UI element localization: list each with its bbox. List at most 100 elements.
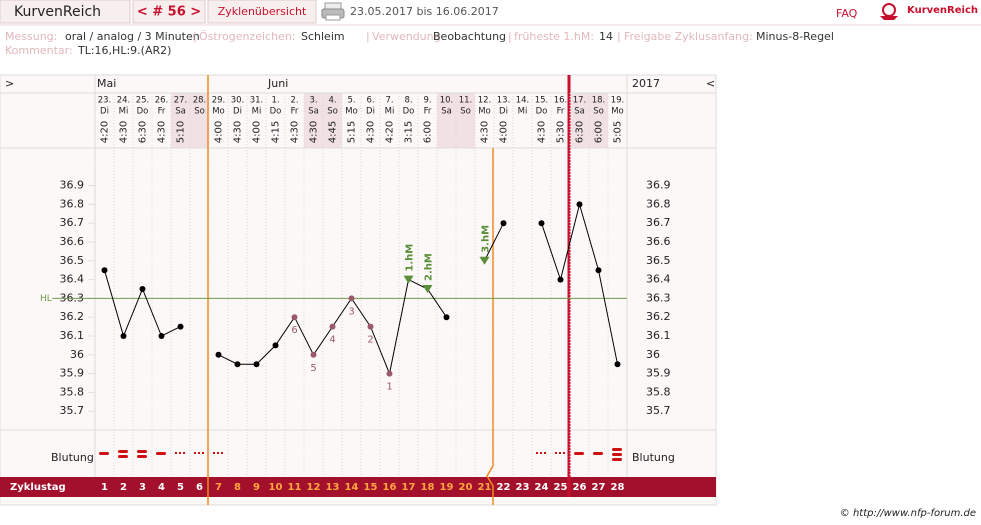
weekend-column <box>190 93 209 148</box>
overview-link[interactable]: Zyklenübersicht <box>218 5 307 18</box>
weekend-shading <box>171 93 608 148</box>
temperature-point <box>576 201 583 208</box>
temperature-point <box>348 295 355 302</box>
y-tick-label-right: 36.9 <box>646 179 671 192</box>
y-tick-label: 36.6 <box>60 235 85 248</box>
time-label: 6:00 <box>423 121 434 143</box>
y-tick-label: 36.1 <box>60 329 85 342</box>
faq-link[interactable]: FAQ <box>836 7 858 20</box>
x-tick-label: 21 <box>478 482 492 493</box>
y-tick-label: 36.2 <box>60 310 85 323</box>
weekday-label: Mo <box>212 107 225 117</box>
date-label: 7. <box>385 96 393 106</box>
title-box <box>0 0 131 24</box>
cycle-nav[interactable]: < # 56 > <box>137 5 201 20</box>
x-tick-label: 28 <box>611 482 625 493</box>
time-label: 4:30 <box>537 121 548 143</box>
date-label: 31. <box>250 96 264 106</box>
date-label: 4. <box>328 96 336 106</box>
x-tick-label: 2 <box>120 482 127 493</box>
y-tick-label-right: 36.4 <box>646 273 671 286</box>
separator: | <box>366 30 370 43</box>
time-label: 4:30 <box>366 121 377 143</box>
month-label: Mai <box>97 77 116 90</box>
bleeding-marks <box>99 448 622 461</box>
x-tick-label: 18 <box>421 482 435 493</box>
weekday-label: Mo <box>345 107 358 117</box>
temperature-point <box>386 370 393 377</box>
date-range: 23.05.2017 bis 16.06.2017 <box>350 5 499 18</box>
overview-box[interactable] <box>207 0 317 24</box>
temperature-point <box>443 314 450 321</box>
temperature-point <box>310 351 317 358</box>
year-label: 2017 <box>632 77 660 90</box>
date-label: 18. <box>592 96 606 106</box>
date-label: 23. <box>98 96 112 106</box>
rank-label: 2 <box>367 335 373 346</box>
info-label: Östrogenzeichen: <box>199 30 296 43</box>
date-label: 6. <box>366 96 374 106</box>
date-label: 2. <box>290 96 298 106</box>
rank-label: 4 <box>329 335 335 346</box>
temperature-point <box>367 323 374 330</box>
x-tick-label: 23 <box>516 482 530 493</box>
time-label: 6:30 <box>138 121 149 143</box>
time-label: 4:15 <box>271 121 282 143</box>
y-tick-label: 35.7 <box>60 404 85 417</box>
comment-label: Kommentar: <box>5 44 73 57</box>
weekday-label: Do <box>137 107 149 117</box>
date-label: 27. <box>174 96 188 106</box>
nav-left[interactable]: > <box>5 77 14 90</box>
y-tick-label: 36.5 <box>60 254 85 267</box>
y-tick-label: 36 <box>70 348 84 361</box>
date-label: 28. <box>193 96 207 106</box>
x-tick-label: 3 <box>139 482 146 493</box>
weekend-column <box>570 93 589 148</box>
x-tick-label: 25 <box>554 482 568 493</box>
rank-label: 5 <box>310 363 316 374</box>
printer-icon[interactable] <box>321 2 345 21</box>
x-tick-label: 15 <box>364 482 378 493</box>
y-tick-label-right: 36.7 <box>646 216 671 229</box>
weekday-label: Sa <box>308 107 319 117</box>
date-label: 17. <box>573 96 587 106</box>
info-label: Messung: <box>5 30 57 43</box>
weekday-label: Di <box>233 107 242 117</box>
x-tick-label: 1 <box>101 482 108 493</box>
month-label: Juni <box>267 77 288 90</box>
weekday-label: Sa <box>175 107 186 117</box>
date-label: 10. <box>440 96 454 106</box>
date-label: 9. <box>423 96 431 106</box>
time-label: 4:20 <box>100 121 111 143</box>
nav-right[interactable]: < <box>706 77 715 90</box>
hl-label: HL <box>40 294 52 304</box>
date-label: 3. <box>309 96 317 106</box>
hm-label: 1.hM <box>405 244 416 272</box>
weekday-label: Do <box>270 107 282 117</box>
weekday-label: So <box>593 107 604 117</box>
time-label: 4:30 <box>309 121 320 143</box>
y-tick-label-right: 36.5 <box>646 254 671 267</box>
weekday-label: Do <box>403 107 415 117</box>
temperature-point <box>253 361 260 368</box>
y-tick-label: 36.7 <box>60 216 85 229</box>
weekend-column <box>304 93 323 148</box>
date-label: 12. <box>478 96 492 106</box>
logo-text: KurvenReich <box>907 5 978 16</box>
time-label: 4:20 <box>385 121 396 143</box>
x-axis-label: Zyklustag <box>10 482 66 493</box>
weekend-column <box>437 93 456 148</box>
x-tick-label: 26 <box>573 482 587 493</box>
temperature-point <box>120 333 127 339</box>
date-label: 13. <box>497 96 511 106</box>
cycle-nav-box[interactable] <box>132 0 206 24</box>
info-value: Beobachtung <box>433 30 506 43</box>
bleeding-label: Blutung <box>51 451 94 464</box>
temperature-point <box>272 342 279 349</box>
x-tick-label: 27 <box>592 482 606 493</box>
date-label: 26. <box>155 96 169 106</box>
time-label: 4:00 <box>252 121 263 143</box>
temperature-point <box>557 276 564 283</box>
weekday-label: Mi <box>252 107 262 117</box>
